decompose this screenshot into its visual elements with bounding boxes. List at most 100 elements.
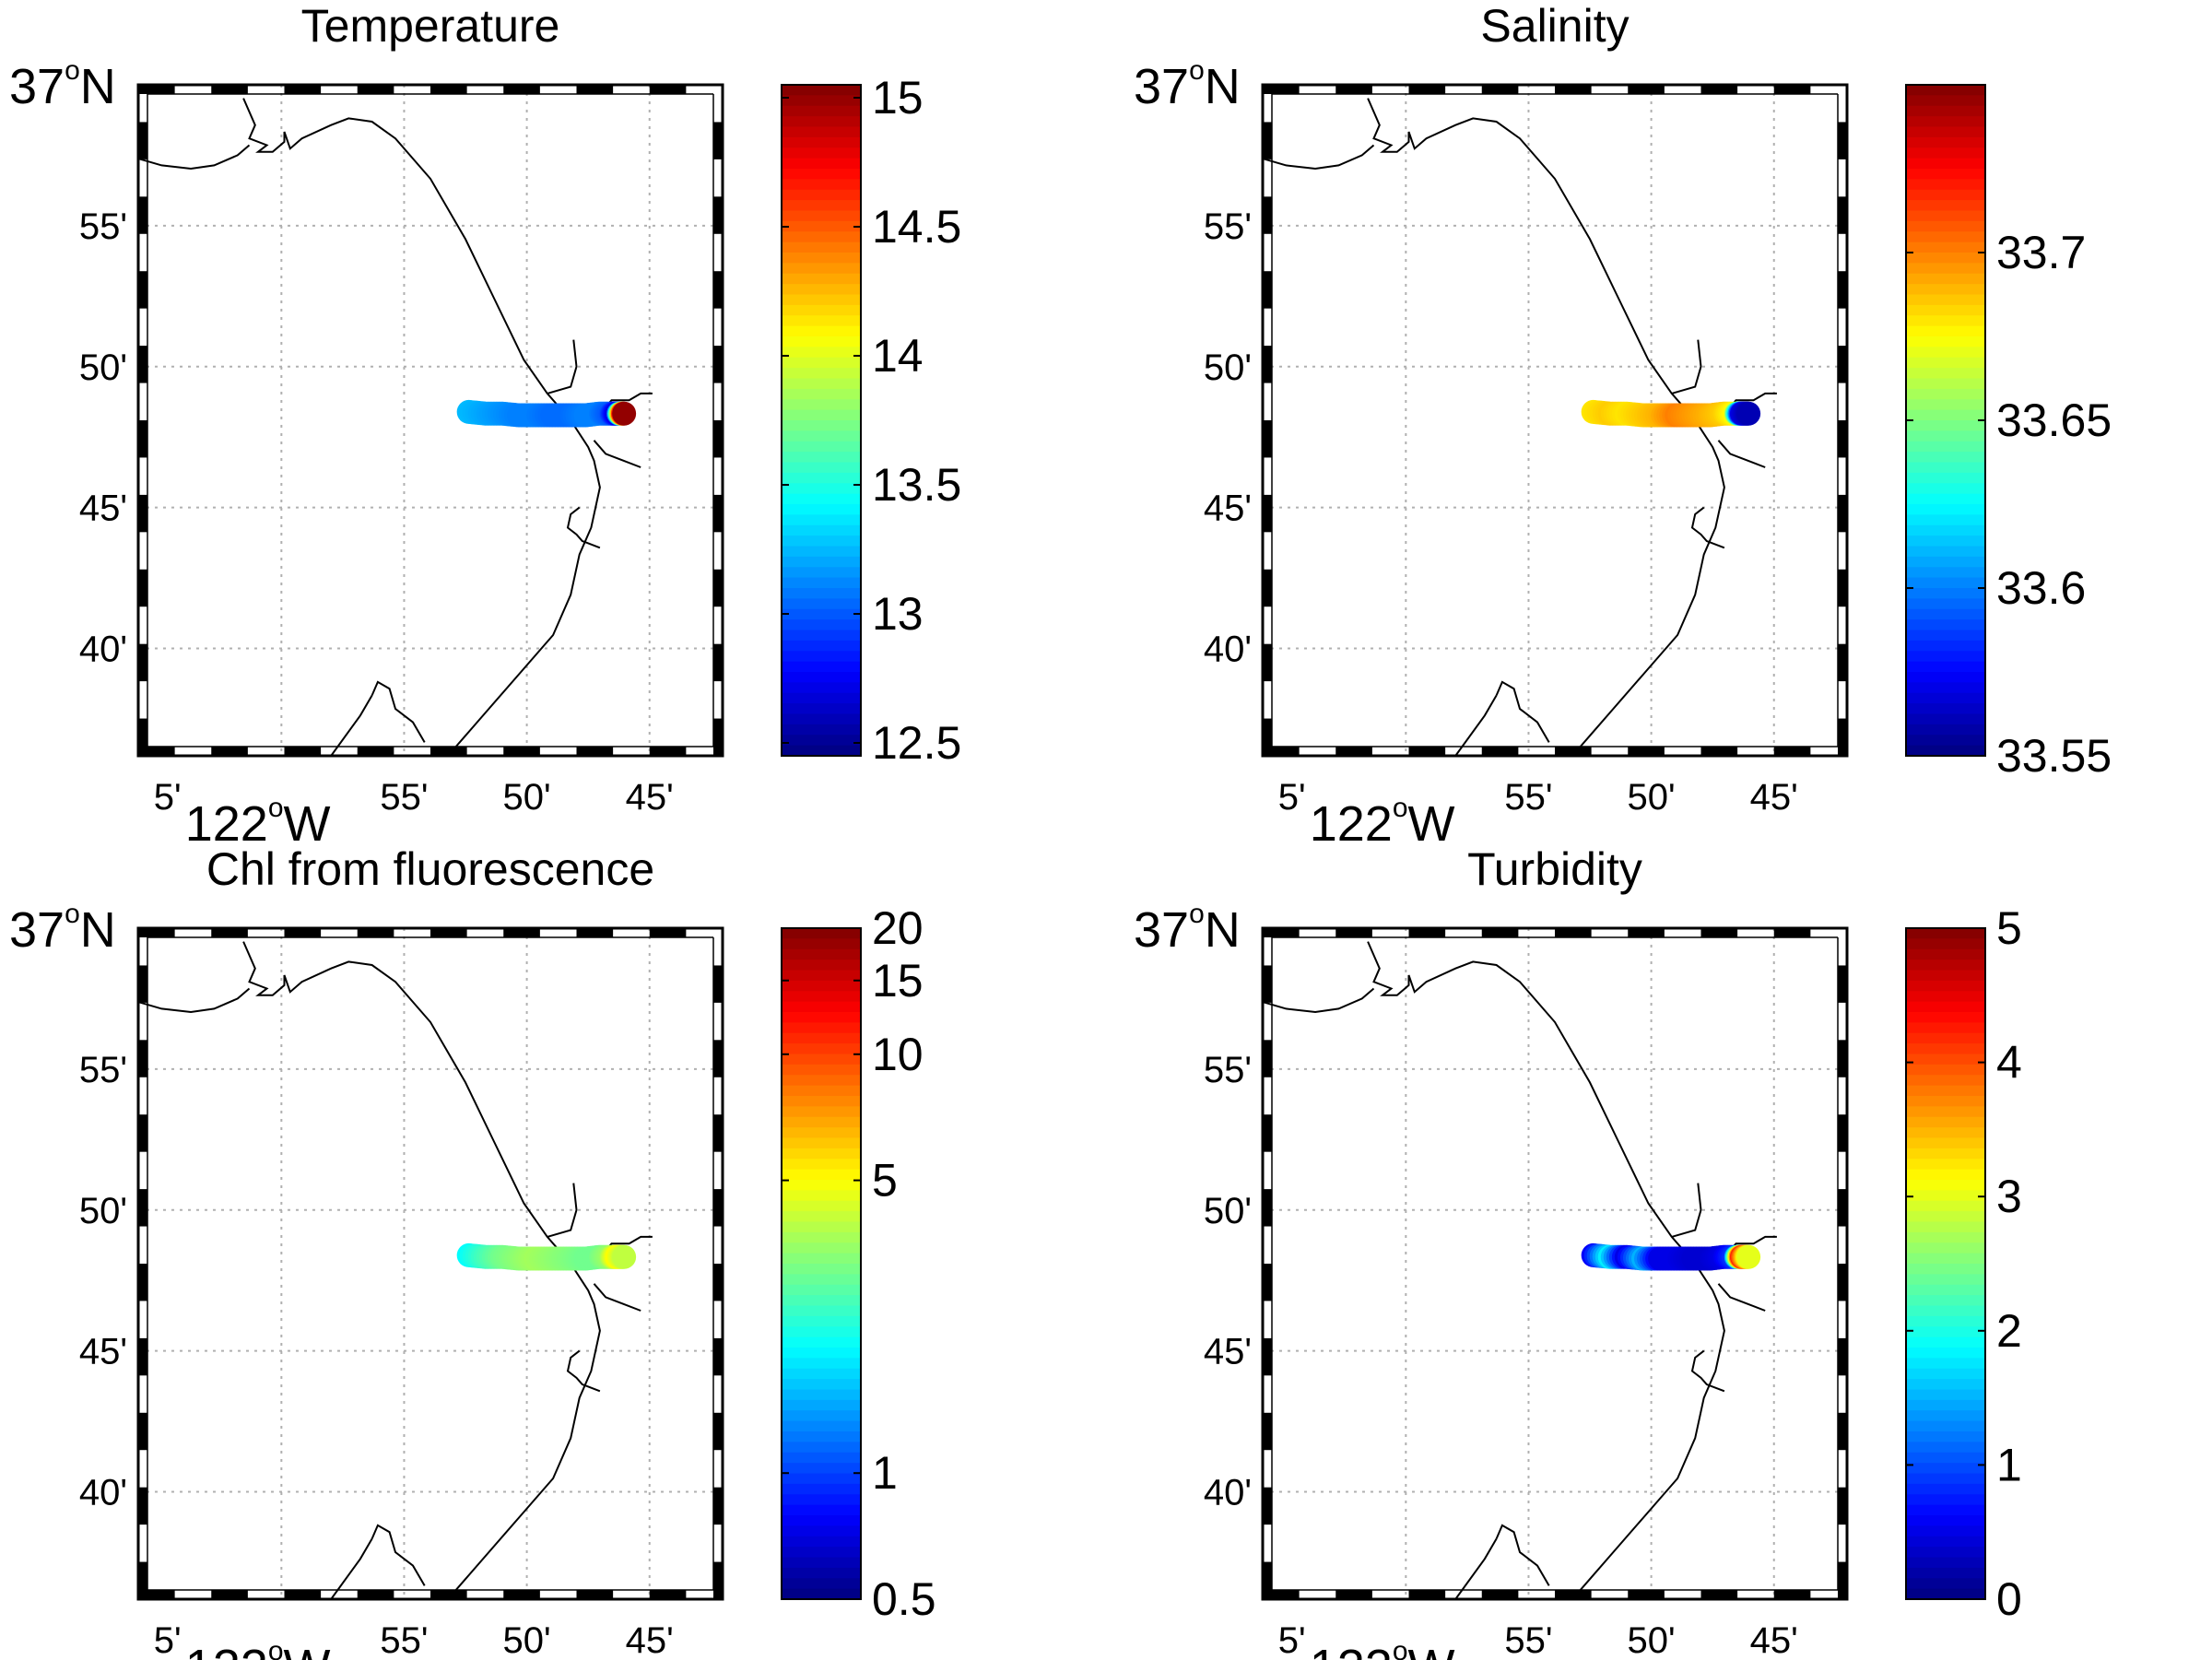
frame-segment [1263,196,1272,234]
frame-segment [576,1590,614,1599]
colorbar-band [1906,1159,1985,1171]
colorbar-band [1906,189,1985,201]
frame-segment [713,569,723,607]
colorbar-band [1906,452,1985,464]
frame-segment [1263,1189,1272,1227]
coastline-feature [593,440,641,468]
colorbar-band [782,1368,861,1380]
colorbar-band [782,409,861,421]
colorbar-band [1906,1231,1985,1244]
colorbar-tick-label: 15 [872,955,924,1007]
colorbar-band [1906,1054,1985,1065]
colorbar-band [782,980,861,993]
data-point [1736,1244,1761,1269]
colorbar-band [782,1169,861,1181]
frame-segment [1773,1590,1811,1599]
colorbar-band [782,1578,861,1590]
colorbar-band [1906,1075,1985,1087]
colorbar-band [1906,273,1985,285]
colorbar-band [1906,378,1985,390]
colorbar-band [782,1043,861,1055]
chart-title: Temperature [301,0,560,52]
colorbar-band [782,200,861,212]
frame-segment [357,85,394,94]
frame-segment [1263,1412,1272,1451]
colorbar-band [782,1116,861,1128]
colorbar-band [1906,1211,1985,1223]
coastline-north [1262,144,1375,171]
colorbar-band [1906,1379,1985,1391]
y-tick-label: 55' [1204,1050,1252,1090]
colorbar-band [1906,1442,1985,1454]
colorbar-band [782,960,861,971]
x-tick-label: 50' [1628,777,1676,818]
colorbar-band [782,682,861,694]
panel-2: Salinity 5' 55' 50' 45' 122oW 55' 50' 45' 40' 37oN… [1134,0,2112,852]
colorbar-band [782,430,861,442]
colorbar-band [1906,960,1985,971]
frame-segment [138,643,147,682]
colorbar-band [782,1054,861,1065]
colorbar-band [782,948,861,960]
frame-segment [1555,85,1592,94]
colorbar-band [1906,1547,1985,1559]
colorbar-band [1906,692,1985,704]
coastline-feature [593,1283,641,1312]
colorbar-tick-label: 33.7 [1996,227,2086,278]
colorbar-band [1906,1504,1985,1516]
panel-1: Temperature 5' 55' 50' 45' 122oW 55' 50' 45' 40' 3… [9,0,961,852]
colorbar-tick-label: 33.6 [1996,562,2086,614]
colorbar-band [1906,210,1985,222]
colorbar-band [782,619,861,631]
frame-segment [713,122,723,159]
colorbar-band [782,546,861,558]
colorbar-band [782,514,861,526]
coastline [1367,941,1725,1600]
colorbar-band [1906,284,1985,296]
colorbar-band [1906,1180,1985,1192]
colorbar-band [782,1379,861,1391]
colorbar-band [1906,1116,1985,1128]
x-tick-label: 5' [1278,1620,1306,1660]
coastline-feature [1671,339,1702,394]
x-tick-label: 50' [503,1620,551,1660]
colorbar-band [1906,126,1985,138]
coastline-feature [1671,1183,1702,1238]
plot-area [1263,85,1847,756]
colorbar-band [1906,1525,1985,1537]
frame-segment [138,747,175,756]
colorbar-band [1906,462,1985,474]
colorbar-band [782,1336,861,1348]
colorbar-band [1906,682,1985,694]
y-tick-label: 40' [1204,1473,1252,1513]
frame-segment [1263,718,1272,756]
frame-segment [138,1189,147,1227]
colorbar-band [1906,336,1985,348]
colorbar-band [1906,493,1985,505]
y-degree-label: 37oN [9,55,116,114]
colorbar-band [782,231,861,243]
frame-segment [138,1487,147,1525]
colorbar-band [1906,504,1985,516]
colorbar-band [782,1242,861,1254]
x-tick-label: 5' [154,1620,182,1660]
x-degree-label: 122oW [185,1636,331,1660]
colorbar-band [782,1463,861,1475]
chart-title: Turbidity [1467,843,1642,895]
colorbar-band [782,158,861,170]
colorbar-band [1906,315,1985,327]
colorbar-tick-label: 15 [872,72,924,124]
colorbar-band [1906,1106,1985,1118]
colorbar-band [1906,85,1985,97]
colorbar-band [1906,567,1985,579]
y-tick-label: 55' [1204,206,1252,247]
colorbar-band [782,420,861,432]
frame-segment [138,1590,175,1599]
frame-segment [713,965,723,1003]
frame-segment [1628,928,1665,937]
frame-segment [576,85,614,94]
colorbar-frame [781,927,862,1600]
chart-title: Chl from fluorescence [206,843,654,895]
colorbar-band [1906,388,1985,401]
